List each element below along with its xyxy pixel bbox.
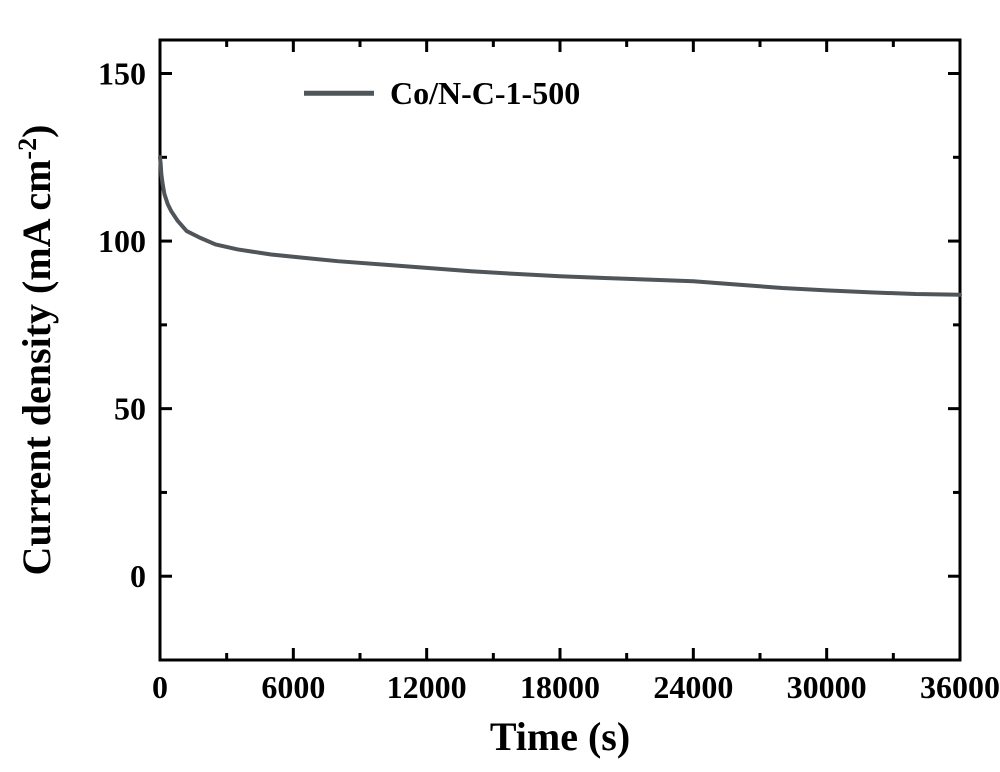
series-line: [160, 157, 960, 294]
x-tick-label: 18000: [520, 669, 600, 705]
y-tick-label: 0: [130, 558, 146, 594]
x-tick-label: 24000: [653, 669, 733, 705]
y-tick-label: 100: [98, 223, 146, 259]
x-axis-title: Time (s): [490, 714, 630, 759]
x-tick-label: 36000: [920, 669, 1000, 705]
x-tick-label: 12000: [387, 669, 467, 705]
legend-label: Co/N-C-1-500: [390, 75, 580, 111]
x-tick-label: 30000: [787, 669, 867, 705]
chart-svg: 0 6000 12000 18000 24000 30000 36000 0 50 100 150 T…: [0, 0, 1000, 772]
chart-container: 0 6000 12000 18000 24000 30000 36000 0 50 100 150 T…: [0, 0, 1000, 772]
x-tick-label: 0: [152, 669, 168, 705]
y-axis-title: Current density (mA cm-2): [13, 125, 60, 576]
y-tick-label: 150: [98, 56, 146, 92]
x-tick-label: 6000: [261, 669, 325, 705]
y-tick-label: 50: [114, 391, 146, 427]
plot-border: [160, 40, 960, 660]
